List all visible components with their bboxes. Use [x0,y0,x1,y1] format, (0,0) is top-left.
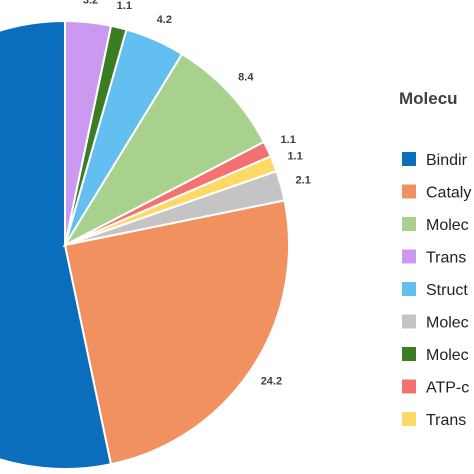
legend-swatch [402,282,416,296]
legend-label: Struct [426,282,468,299]
data-label-2: 2.1 [296,175,311,187]
legend-item: Molec [402,314,469,332]
legend-title: Molecu [399,89,458,108]
legend-item: Trans [402,249,466,267]
data-label-4: 1.1 [281,134,296,146]
legend-item: Cataly [402,184,471,202]
data-label-8: 3.2 [83,0,98,6]
legend-item: Molec [402,217,469,234]
data-label-1: 24.2 [261,376,282,388]
legend-item: Struct [402,282,468,299]
pie-slices [0,19,290,470]
legend-swatch [402,184,416,199]
legend-item: ATP-c [402,379,469,397]
legend-label: ATP-c [426,380,469,397]
legend-swatch [402,412,416,426]
legend-label: Molec [426,217,469,234]
data-label-3: 1.1 [287,150,302,162]
pie-slice-1 [63,199,290,466]
data-label-5: 8.4 [238,72,254,84]
legend-swatch [402,217,416,231]
legend-label: Trans [426,412,466,429]
pie-slice-5 [62,52,266,248]
legend-swatch [402,347,416,361]
legend-swatch [402,249,416,264]
pie-slice-0 [0,19,113,470]
legend-item: Bindir [402,152,468,169]
pie-data-labels: 24.2 2.1 1.1 1.1 8.4 4.2 1.1 3.2 [83,0,311,388]
legend-item: Molec [402,347,469,364]
legend-label: Molec [426,347,469,364]
legend-label: Trans [426,250,466,267]
legend-label: Molec [426,315,469,332]
legend-label: Bindir [426,152,468,169]
legend-label: Cataly [426,185,471,202]
legend-item: Trans [402,412,466,429]
legend: Molecu Bindir Cataly Molec Trans Struct Molec… [399,89,471,429]
data-label-6: 4.2 [157,14,172,26]
data-label-7: 1.1 [117,0,132,12]
legend-swatch [402,379,416,394]
pie-slice-8 [64,19,113,246]
legend-swatch [402,314,416,329]
legend-swatch [402,152,416,166]
